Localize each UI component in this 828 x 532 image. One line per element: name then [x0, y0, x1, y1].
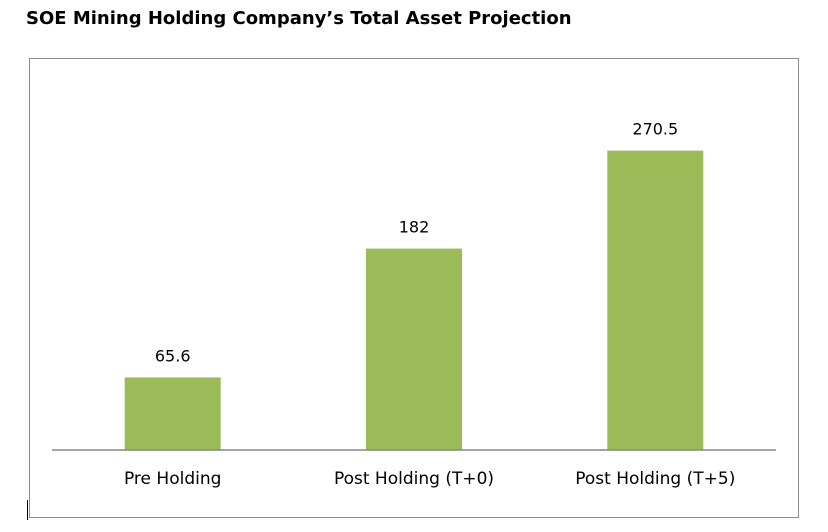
data-label-2: 182 — [399, 218, 430, 237]
data-label-3: 270.5 — [632, 120, 678, 139]
bar-1 — [124, 377, 221, 450]
chart-title: SOE Mining Holding Company’s Total Asset… — [26, 8, 572, 29]
bar-3 — [607, 150, 704, 450]
text-cursor — [27, 500, 28, 520]
bar-2 — [366, 248, 462, 450]
category-label-3: Post Holding (T+5) — [575, 469, 735, 489]
chart-frame — [29, 58, 799, 518]
data-label-1: 65.6 — [155, 346, 191, 365]
category-label-1: Pre Holding — [124, 469, 221, 489]
category-label-2: Post Holding (T+0) — [334, 469, 494, 489]
